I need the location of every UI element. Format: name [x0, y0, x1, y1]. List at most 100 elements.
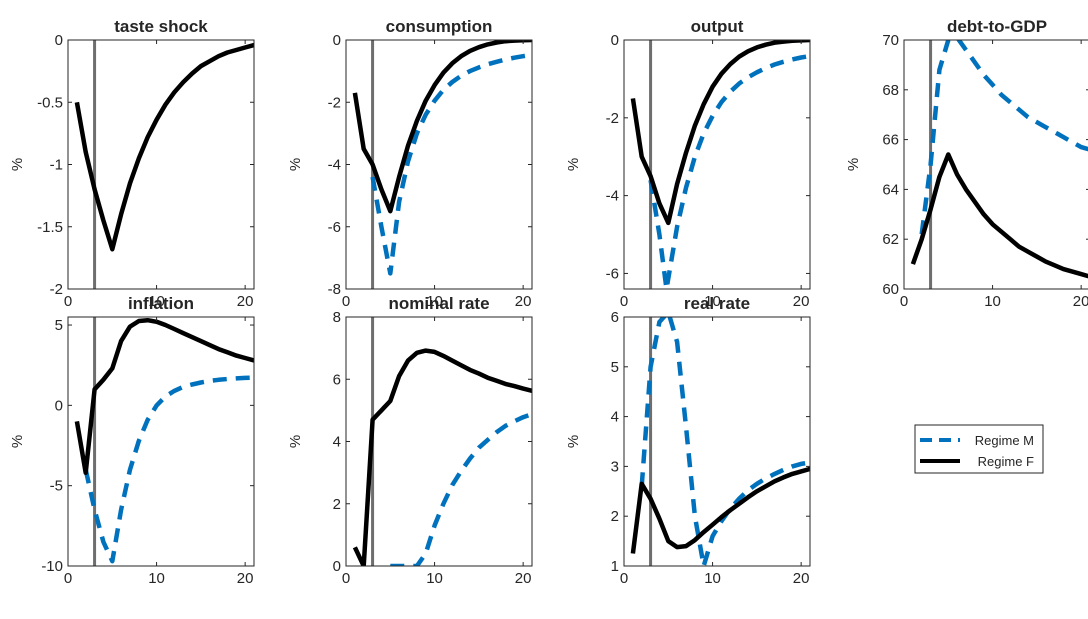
x-tick-label: 20 — [237, 293, 254, 310]
x-tick-label: 10 — [426, 570, 443, 587]
y-tick-label: 60 — [882, 281, 899, 298]
y-tick-label: 0 — [333, 32, 341, 49]
legend-box — [914, 424, 1044, 474]
x-tick-label: 10 — [148, 293, 165, 310]
panel-title: debt-to-GDP — [947, 17, 1047, 36]
series-group — [74, 317, 254, 564]
y-axis-label: % — [287, 435, 304, 448]
y-tick-label: 1 — [611, 558, 619, 575]
series-group — [352, 40, 532, 276]
y-tick-label: -2 — [606, 110, 619, 127]
y-tick-label: 5 — [611, 359, 619, 376]
panel-debt-to-gdp: 0 10 20 60 62 64 66 68 70 debt-to-GDP% — [845, 17, 1088, 310]
x-tick-label: 20 — [515, 293, 532, 310]
y-tick-label: 68 — [882, 82, 899, 99]
series-line-regime-m — [370, 52, 532, 276]
y-tick-label: 6 — [611, 309, 619, 326]
x-tick-label: 10 — [426, 293, 443, 310]
x-tick-label: 20 — [793, 570, 810, 587]
y-tick-label: 64 — [882, 181, 899, 198]
series-group — [910, 40, 1088, 279]
panel-title: consumption — [386, 17, 493, 36]
series-line-regime-m — [648, 53, 810, 289]
series-line-regime-f — [352, 348, 532, 566]
y-axis-label: % — [9, 158, 26, 171]
series-group — [630, 317, 810, 566]
x-tick-label: 0 — [620, 293, 628, 310]
y-axis-label: % — [9, 435, 26, 448]
y-tick-label: -4 — [606, 188, 619, 205]
legend-label-regime-f: Regime F — [978, 454, 1034, 469]
y-tick-label: -6 — [328, 219, 341, 236]
panel-output: 0 10 20 -6 -4 -2 0 output% — [565, 17, 811, 310]
x-tick-label: 0 — [900, 293, 908, 310]
legend: Regime M Regime F — [914, 424, 1044, 474]
y-tick-label: 5 — [55, 317, 63, 334]
y-tick-label: 70 — [882, 32, 899, 49]
panel-title: nominal rate — [388, 294, 489, 313]
x-tick-label: 10 — [704, 570, 721, 587]
panel-consumption: 0 10 20 -8 -6 -4 -2 0 consumption% — [287, 17, 533, 310]
y-tick-label: 6 — [333, 371, 341, 388]
x-tick-label: 0 — [620, 570, 628, 587]
series-group — [630, 40, 810, 289]
y-axis-label: % — [565, 158, 582, 171]
y-tick-label: 4 — [333, 434, 341, 451]
panel-nominal-rate: 0 10 20 0 2 4 6 8 nominal rate% — [287, 294, 533, 587]
y-tick-label: -2 — [50, 281, 63, 298]
panel-taste-shock: 0 10 20 -2 -1.5 -1 -0.5 0 taste shock% — [9, 17, 255, 310]
x-tick-label: 20 — [1073, 293, 1088, 310]
series-line-regime-m — [83, 375, 254, 564]
y-tick-label: 0 — [55, 397, 63, 414]
y-tick-label: -0.5 — [37, 94, 63, 111]
axes-frame — [623, 316, 811, 567]
y-tick-label: 2 — [611, 508, 619, 525]
x-tick-label: 20 — [515, 570, 532, 587]
x-tick-label: 0 — [342, 570, 350, 587]
y-tick-label: 0 — [333, 558, 341, 575]
series-line-regime-f — [630, 466, 810, 554]
y-tick-label: -10 — [41, 558, 63, 575]
y-tick-label: 3 — [611, 458, 619, 475]
x-tick-label: 0 — [64, 293, 72, 310]
x-tick-label: 10 — [984, 293, 1001, 310]
axes-frame — [67, 316, 255, 567]
y-tick-label: 4 — [611, 409, 619, 426]
panel-title: inflation — [128, 294, 194, 313]
series-line-regime-m — [919, 40, 1088, 235]
plot-area — [346, 317, 532, 566]
y-tick-label: 0 — [55, 32, 63, 49]
series-group — [74, 42, 254, 252]
axes-frame — [623, 39, 811, 290]
plot-area — [68, 40, 254, 289]
y-tick-label: 2 — [333, 496, 341, 513]
y-tick-label: -5 — [50, 478, 63, 495]
axes-frame — [903, 39, 1088, 290]
series-line-regime-f — [630, 40, 810, 226]
panel-title: real rate — [684, 294, 750, 313]
legend-label-regime-m: Regime M — [975, 433, 1034, 448]
panel-real-rate: 0 10 20 1 2 3 4 5 6 real rate% — [565, 294, 811, 587]
y-tick-label: 62 — [882, 231, 899, 248]
y-axis-label: % — [845, 158, 862, 171]
panel-title: taste shock — [114, 17, 208, 36]
panel-title: output — [691, 17, 744, 36]
y-tick-label: -8 — [328, 281, 341, 298]
x-tick-label: 20 — [237, 570, 254, 587]
y-tick-label: 0 — [611, 32, 619, 49]
plot-area — [904, 40, 1088, 289]
y-tick-label: 66 — [882, 132, 899, 149]
x-tick-label: 20 — [793, 293, 810, 310]
series-line-regime-f — [352, 40, 532, 214]
series-line-regime-f — [74, 317, 254, 476]
x-tick-label: 0 — [342, 293, 350, 310]
y-tick-label: -1.5 — [37, 219, 63, 236]
plot-area — [624, 317, 810, 566]
y-tick-label: -2 — [328, 94, 341, 111]
y-tick-label: -6 — [606, 265, 619, 282]
x-tick-label: 0 — [64, 570, 72, 587]
series-line-regime-f — [910, 152, 1088, 279]
